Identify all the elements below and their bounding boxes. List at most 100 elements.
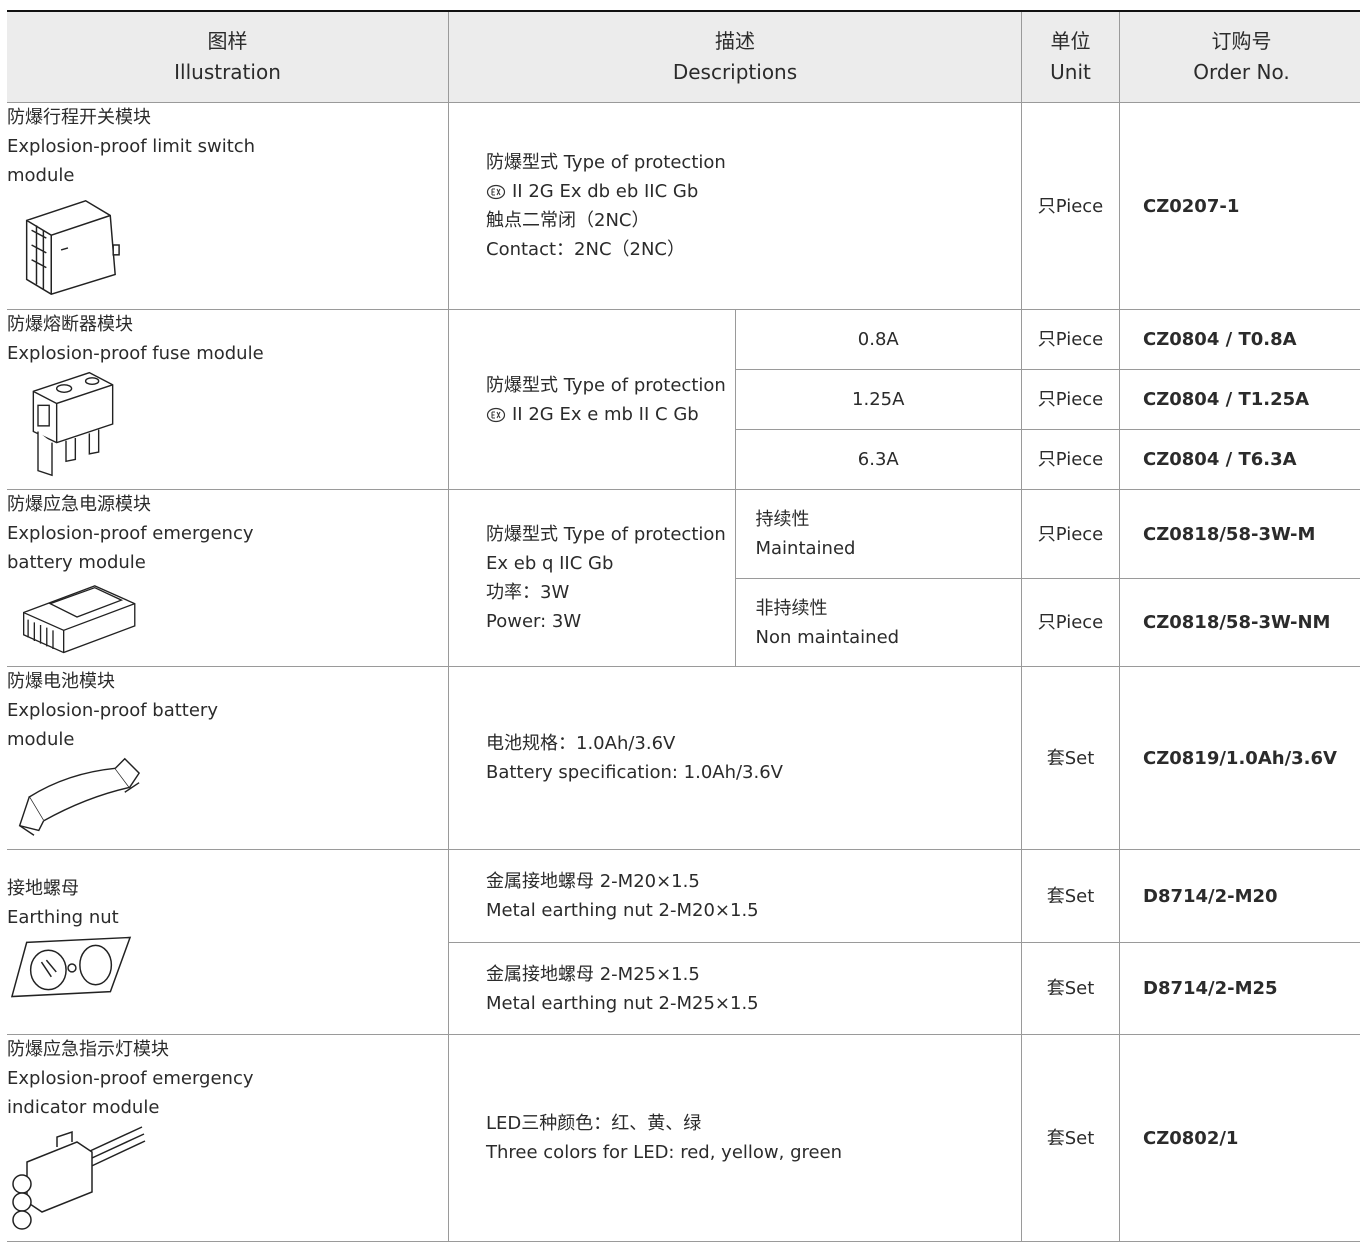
description-line: II 2G Ex e mb II C Gb [486, 400, 735, 429]
name-line: Explosion-proof emergency [7, 1064, 448, 1093]
description-line-text: II 2G Ex db eb IIC Gb [512, 181, 698, 202]
name-line: module [7, 725, 448, 754]
order-number: CZ0819/1.0Ah/3.6V [1120, 667, 1360, 850]
ex-symbol [486, 184, 506, 200]
name-line: 防爆应急电源模块 [7, 490, 448, 519]
description-line: 功率：3W [486, 578, 735, 607]
variant-line: 1.25A [736, 385, 1022, 414]
order-number: CZ0804 / T1.25A [1120, 370, 1360, 430]
description-cell: 防爆型式 Type of protection II 2G Ex e mb II … [449, 310, 736, 490]
order-number: D8714/2-M20 [1120, 850, 1360, 943]
description-line: Ex eb q IIC Gb [486, 549, 735, 578]
name-line: Earthing nut [7, 903, 448, 932]
product-icon [7, 932, 135, 1002]
order-number: CZ0818/58-3W-M [1120, 490, 1360, 579]
header-line: Order No. [1120, 57, 1360, 88]
header-line: Illustration [7, 57, 448, 88]
description-line: 电池规格：1.0Ah/3.6V [486, 729, 1021, 758]
name-line: Explosion-proof emergency [7, 519, 448, 548]
variant-line: 非持续性 [756, 594, 1022, 623]
description-line: 防爆型式 Type of protection [486, 520, 735, 549]
description-line: 触点二常闭（2NC） [486, 206, 1021, 235]
description-line: 金属接地螺母 2-M25×1.5 [486, 960, 1021, 989]
header-line: 单位 [1022, 26, 1119, 57]
order-number: CZ0207-1 [1120, 103, 1360, 310]
description-line: Three colors for LED: red, yellow, green [486, 1138, 1021, 1167]
variant-line: Maintained [756, 534, 1022, 563]
name-line: battery module [7, 548, 448, 577]
unit-cell: 只Piece [1022, 430, 1120, 490]
name-line: 接地螺母 [7, 874, 448, 903]
name-line: Explosion-proof limit switch [7, 132, 448, 161]
variant-cell: 1.25A [735, 370, 1022, 430]
name-line: 防爆电池模块 [7, 667, 448, 696]
unit-cell: 只Piece [1022, 103, 1120, 310]
name-line: indicator module [7, 1093, 448, 1122]
order-number: CZ0804 / T6.3A [1120, 430, 1360, 490]
order-number: D8714/2-M25 [1120, 943, 1360, 1035]
name-line: module [7, 161, 448, 190]
description-line: II 2G Ex db eb IIC Gb [486, 177, 1021, 206]
description-line: 防爆型式 Type of protection [486, 148, 1021, 177]
description-line: Metal earthing nut 2-M20×1.5 [486, 896, 1021, 925]
unit-cell: 只Piece [1022, 579, 1120, 667]
header-line: Unit [1022, 57, 1119, 88]
description-line-text: II 2G Ex e mb II C Gb [512, 404, 699, 425]
variant-line: 持续性 [756, 505, 1022, 534]
header-line: Descriptions [449, 57, 1021, 88]
variant-cell: 6.3A [735, 430, 1022, 490]
unit-cell: 只Piece [1022, 370, 1120, 430]
header-line: 订购号 [1120, 26, 1360, 57]
description-cell: 防爆型式 Type of protection II 2G Ex db eb II… [449, 103, 1022, 310]
unit-cell: 套Set [1022, 1035, 1120, 1242]
variant-cell: 0.8A [735, 310, 1022, 370]
unit-cell: 套Set [1022, 943, 1120, 1035]
name-line: Explosion-proof fuse module [7, 339, 448, 368]
variant-line: Non maintained [756, 623, 1022, 652]
order-number: CZ0802/1 [1120, 1035, 1360, 1242]
product-icon [7, 754, 147, 840]
unit-cell: 只Piece [1022, 490, 1120, 579]
name-line: Explosion-proof battery [7, 696, 448, 725]
product-icon [7, 368, 125, 480]
order-number: CZ0804 / T0.8A [1120, 310, 1360, 370]
ex-symbol [486, 407, 506, 423]
header-line: 图样 [7, 26, 448, 57]
unit-cell: 套Set [1022, 850, 1120, 943]
description-line: Power: 3W [486, 607, 735, 636]
name-line: 防爆行程开关模块 [7, 103, 448, 132]
description-line: 防爆型式 Type of protection [486, 371, 735, 400]
description-line: Metal earthing nut 2-M25×1.5 [486, 989, 1021, 1018]
description-line: 金属接地螺母 2-M20×1.5 [486, 867, 1021, 896]
description-line: Battery specification: 1.0Ah/3.6V [486, 758, 1021, 787]
